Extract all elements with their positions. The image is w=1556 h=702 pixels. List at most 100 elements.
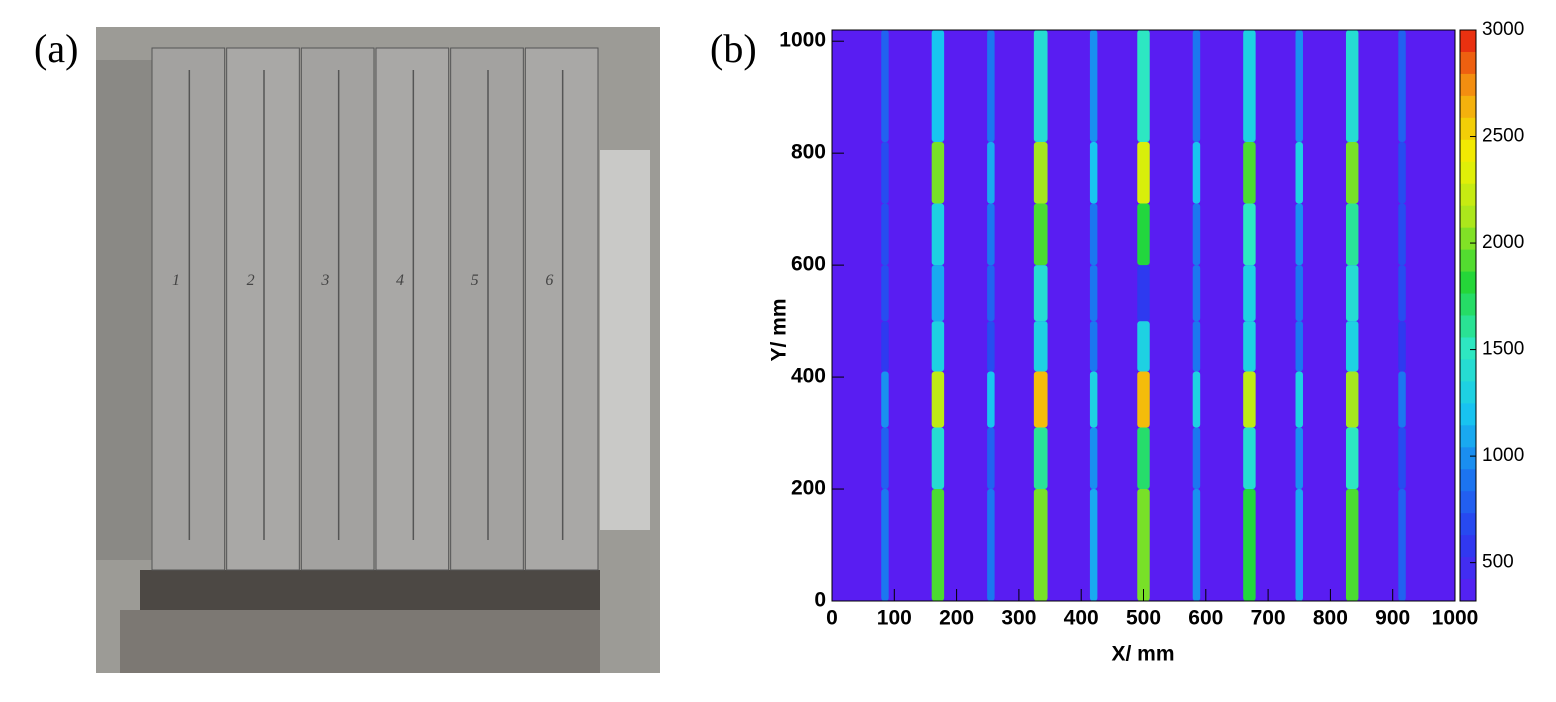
heatmap-cell (1243, 30, 1256, 142)
heatmap-cell (1243, 427, 1256, 490)
heatmap-cell (881, 371, 889, 428)
y-tick-label: 0 (814, 589, 826, 612)
heatmap-cell (1398, 427, 1406, 490)
heatmap-cell (1345, 427, 1359, 490)
photo-plate (151, 47, 226, 571)
y-tick-label: 400 (791, 365, 826, 388)
heatmap-cell (881, 265, 889, 322)
colorbar-band (1460, 183, 1476, 207)
heatmap-cell (881, 321, 889, 372)
heatmap-cell (987, 371, 995, 428)
heatmap-cell (1192, 427, 1201, 490)
x-tick-label: 500 (1126, 607, 1161, 630)
heatmap-cell (1089, 141, 1098, 204)
x-tick-label: 200 (939, 607, 974, 630)
heatmap-cell (1398, 321, 1406, 372)
photo-plate-label: 5 (471, 272, 479, 289)
panel-label: (a) (34, 26, 78, 71)
heatmap-cell (1033, 321, 1048, 372)
colorbar-tick-label: 1000 (1482, 445, 1524, 466)
heatmap-cell (1295, 30, 1303, 142)
colorbar-band (1460, 249, 1476, 273)
heatmap-cell (1033, 265, 1048, 322)
heatmap-cell (1089, 489, 1098, 601)
heatmap-cell (1243, 141, 1256, 204)
colorbar-frame (1459, 29, 1477, 602)
y-tick-label: 1000 (779, 29, 826, 52)
heatmap-cell (1137, 427, 1150, 490)
x-tick-label: 0 (826, 607, 838, 630)
heatmap-cell (931, 489, 945, 601)
y-tick-label: 200 (791, 477, 826, 500)
heatmap-cell (1243, 321, 1256, 372)
colorbar-band (1460, 425, 1476, 448)
colorbar-band (1460, 139, 1476, 163)
heatmap-cell (881, 203, 889, 266)
heatmap-cell (1192, 203, 1201, 266)
heatmap-cell (1243, 489, 1256, 601)
x-tick-label: 400 (1064, 607, 1099, 630)
colorbar-band (1460, 293, 1476, 316)
colorbar-band (1460, 95, 1476, 119)
colorbar-band (1460, 205, 1476, 229)
x-axis-label: X/ mm (1111, 643, 1174, 666)
x-tick-label: 700 (1251, 607, 1286, 630)
photo-plate-label: 4 (396, 272, 404, 289)
heatmap-cell (1345, 371, 1359, 428)
heatmap-cell (881, 427, 889, 490)
photo-plate (226, 47, 300, 571)
photo-plate (450, 47, 524, 571)
heatmap-cell (1243, 203, 1256, 266)
colorbar-band (1460, 381, 1476, 404)
heatmap-cell (881, 30, 889, 142)
panel-label: (b) (710, 26, 757, 71)
heatmap-cell (1398, 141, 1406, 204)
heatmap-cell (931, 30, 945, 142)
heatmap-cell (1137, 203, 1150, 266)
photo: 1 2 3 4 5 6 (96, 27, 660, 673)
photo-plate-label: 1 (172, 272, 180, 289)
heatmap-cell (1137, 489, 1150, 601)
heatmap-cell (987, 203, 995, 266)
heatmap-cell (931, 371, 945, 428)
heatmap-cell (1345, 321, 1359, 372)
heatmap-cell (1398, 371, 1406, 428)
heatmap-cell (1033, 141, 1048, 204)
heatmap-cell (1398, 489, 1406, 601)
heatmap-cell (1295, 371, 1303, 428)
heatmap-cell (1295, 427, 1303, 490)
heatmap-cell (987, 489, 995, 601)
colorbar-band (1460, 491, 1476, 514)
heatmap-cell (881, 489, 889, 601)
heatmap-cell (987, 321, 995, 372)
heatmap-cell (1192, 141, 1201, 204)
heatmap-cell (1089, 203, 1098, 266)
photo-plate-label: 3 (320, 272, 329, 289)
colorbar-band (1460, 227, 1476, 251)
heatmap-cell (1033, 30, 1048, 142)
heatmap-cell (1137, 371, 1150, 428)
photo-base (140, 570, 600, 610)
heatmap-cell (1089, 371, 1098, 428)
heatmap-cell (1192, 489, 1201, 601)
heatmap-cell (1089, 321, 1098, 372)
heatmap-cell (1033, 203, 1048, 266)
heatmap-cell (1033, 489, 1048, 601)
heatmap-cell (1243, 265, 1256, 322)
colorbar-tick-label: 2500 (1482, 126, 1524, 147)
heatmap-cell (987, 427, 995, 490)
heatmap-cell (1345, 265, 1359, 322)
heatmap-cell (1192, 371, 1201, 428)
photo-plate (375, 47, 450, 571)
heatmap-cell (1398, 203, 1406, 266)
heatmap-cell (1089, 30, 1098, 142)
heatmap-cell (1345, 30, 1359, 142)
heatmap-cell (1345, 141, 1359, 204)
colorbar-tick-label: 3000 (1482, 19, 1524, 40)
colorbar-band (1460, 535, 1476, 558)
heatmap-cell (987, 30, 995, 142)
heatmap-cell (1089, 427, 1098, 490)
colorbar-band (1460, 161, 1476, 185)
heatmap-cell (1033, 427, 1048, 490)
colorbar-tick-label: 2000 (1482, 232, 1524, 253)
